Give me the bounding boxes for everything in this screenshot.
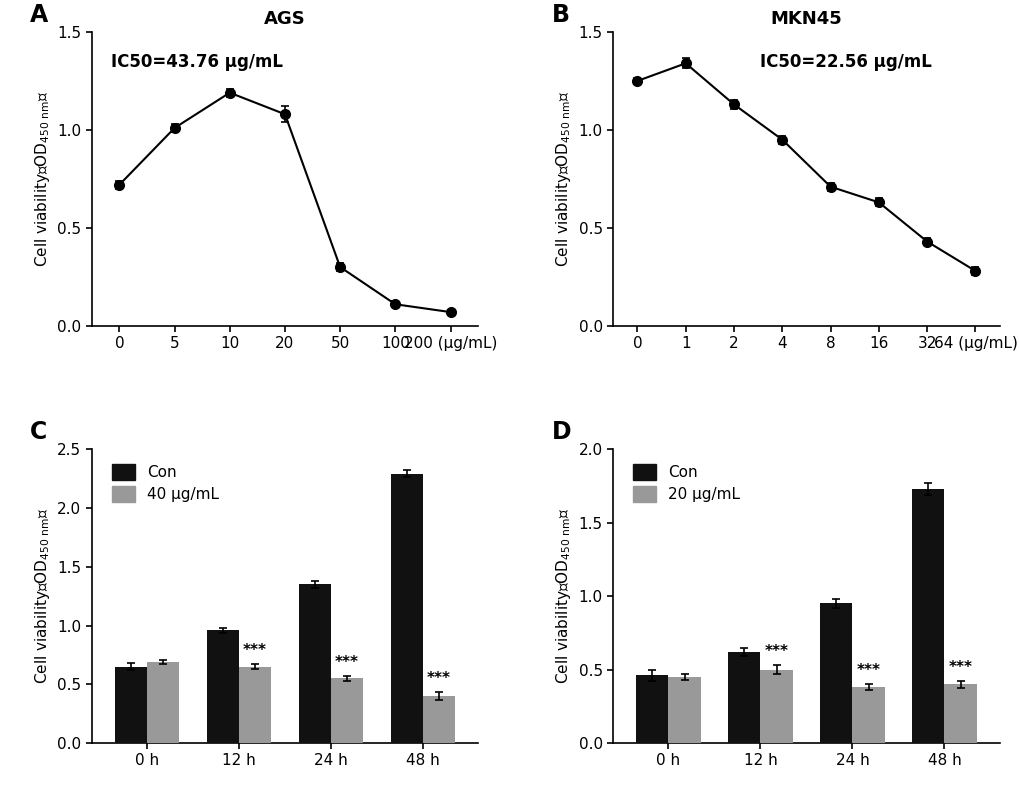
Legend: Con, 20 μg/mL: Con, 20 μg/mL — [628, 459, 744, 507]
Bar — [728, 652, 760, 743]
Bar — [667, 677, 700, 743]
Bar — [207, 630, 238, 743]
Bar — [238, 666, 271, 743]
Title: AGS: AGS — [264, 10, 306, 28]
Text: IC50=22.56 μg/mL: IC50=22.56 μg/mL — [759, 53, 931, 70]
Text: A: A — [30, 2, 48, 26]
Bar — [636, 675, 667, 743]
Y-axis label: Cell viability（OD$_{450\ \rm{nm}}$）: Cell viability（OD$_{450\ \rm{nm}}$） — [553, 91, 573, 267]
Text: C: C — [30, 419, 47, 443]
Text: ***: *** — [948, 660, 971, 674]
Text: D: D — [551, 419, 571, 443]
Bar — [911, 489, 944, 743]
Y-axis label: Cell viability（OD$_{450\ \rm{nm}}$）: Cell viability（OD$_{450\ \rm{nm}}$） — [33, 508, 52, 684]
Text: B: B — [551, 2, 569, 26]
Bar — [423, 696, 454, 743]
Bar — [819, 603, 852, 743]
Bar — [330, 678, 363, 743]
Title: MKN45: MKN45 — [769, 10, 842, 28]
Y-axis label: Cell viability（OD$_{450\ \rm{nm}}$）: Cell viability（OD$_{450\ \rm{nm}}$） — [553, 508, 573, 684]
Text: ***: *** — [243, 643, 267, 658]
Bar — [944, 684, 975, 743]
Bar — [852, 687, 883, 743]
Bar — [147, 662, 179, 743]
Legend: Con, 40 μg/mL: Con, 40 μg/mL — [107, 459, 223, 507]
Bar — [760, 670, 792, 743]
Text: ***: *** — [856, 663, 879, 678]
Bar — [299, 584, 330, 743]
Text: ***: *** — [764, 644, 788, 659]
Text: ***: *** — [334, 655, 359, 670]
Bar — [115, 666, 147, 743]
Y-axis label: Cell viability（OD$_{450\ \rm{nm}}$）: Cell viability（OD$_{450\ \rm{nm}}$） — [33, 91, 52, 267]
Text: IC50=43.76 μg/mL: IC50=43.76 μg/mL — [111, 53, 283, 70]
Text: ***: *** — [427, 671, 450, 686]
Bar — [390, 474, 423, 743]
